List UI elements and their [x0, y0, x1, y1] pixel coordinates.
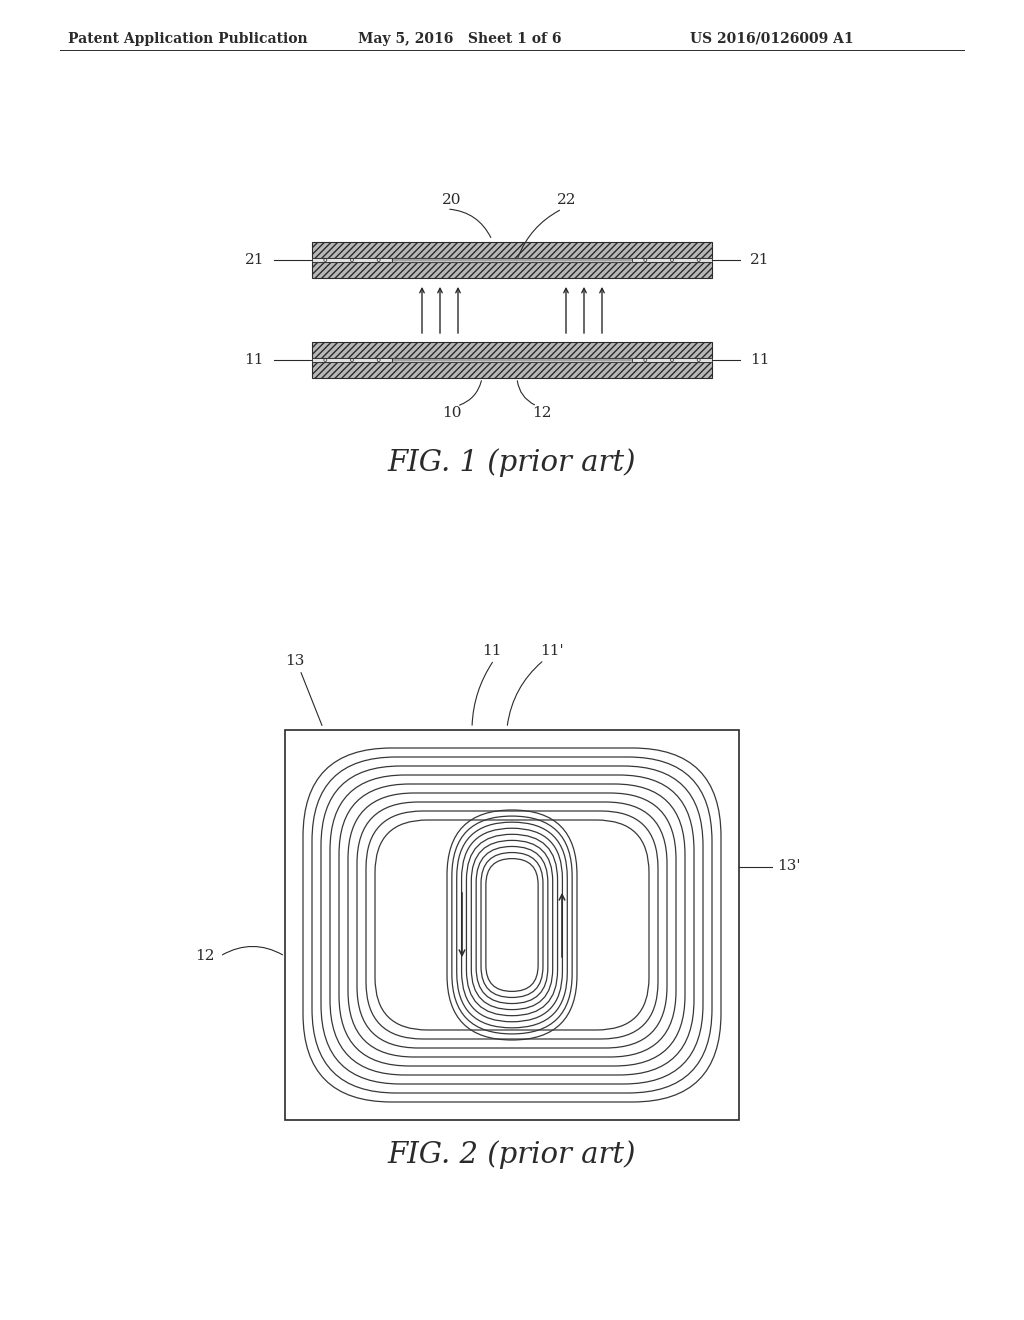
Bar: [632, 358, 712, 362]
Text: May 5, 2016   Sheet 1 of 6: May 5, 2016 Sheet 1 of 6: [358, 32, 561, 46]
Text: 12: 12: [532, 407, 552, 420]
Text: US 2016/0126009 A1: US 2016/0126009 A1: [690, 32, 854, 46]
Text: 11': 11': [541, 644, 564, 657]
Text: 12: 12: [196, 949, 215, 964]
Text: 11: 11: [750, 352, 769, 367]
Text: 13': 13': [777, 859, 801, 874]
Bar: [312, 362, 712, 378]
Bar: [632, 257, 712, 261]
Bar: [312, 358, 392, 362]
Bar: [312, 242, 712, 257]
Text: 21: 21: [750, 253, 769, 267]
Text: Patent Application Publication: Patent Application Publication: [68, 32, 307, 46]
Bar: [392, 257, 632, 261]
Text: FIG. 2 (prior art): FIG. 2 (prior art): [388, 1140, 636, 1168]
Bar: [312, 342, 712, 358]
Text: 21: 21: [245, 253, 264, 267]
Text: 10: 10: [442, 407, 462, 420]
Bar: [392, 358, 632, 362]
Text: FIG. 1 (prior art): FIG. 1 (prior art): [388, 447, 636, 477]
Bar: [312, 257, 392, 261]
Text: 13: 13: [286, 653, 305, 668]
Text: 11: 11: [482, 644, 502, 657]
Bar: [312, 261, 712, 279]
Text: 22: 22: [557, 193, 577, 207]
Text: 11: 11: [245, 352, 264, 367]
Text: 20: 20: [442, 193, 462, 207]
Bar: [285, 730, 739, 1119]
